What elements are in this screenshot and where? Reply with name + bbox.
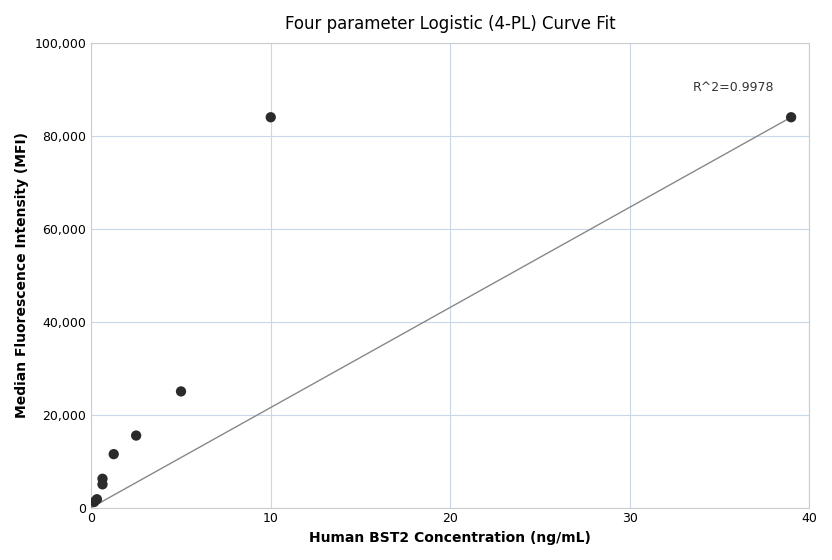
Point [90,494,103,503]
Point [107,450,121,459]
Y-axis label: Median Fluorescence Intensity (MFI): Median Fluorescence Intensity (MFI) [15,132,29,418]
Point [785,113,798,122]
Point [87,497,101,506]
X-axis label: Human BST2 Concentration (ng/mL): Human BST2 Concentration (ng/mL) [310,531,591,545]
Text: R^2=0.9978: R^2=0.9978 [692,81,774,94]
Point [96,480,109,489]
Point [264,113,277,122]
Point [130,431,143,440]
Title: Four parameter Logistic (4-PL) Curve Fit: Four parameter Logistic (4-PL) Curve Fit [285,15,616,33]
Point [175,387,188,396]
Point [96,474,109,483]
